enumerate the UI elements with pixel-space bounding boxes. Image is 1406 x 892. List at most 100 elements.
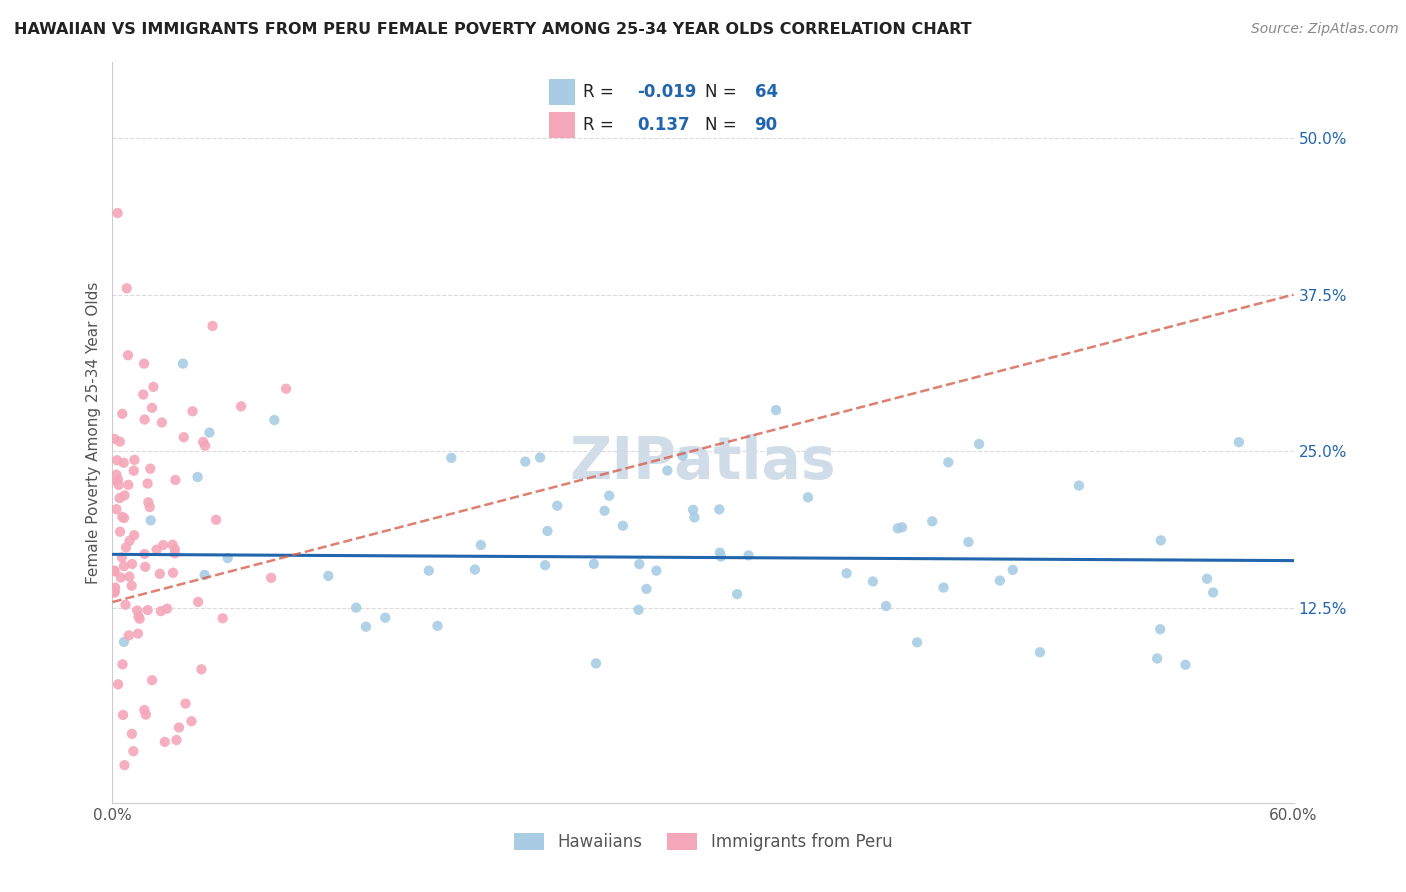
Point	[229, 400, 252, 414]
Bar	[550, 112, 575, 138]
Point	[128, 612, 150, 626]
Point	[190, 662, 212, 676]
Point	[988, 574, 1011, 588]
Point	[470, 538, 492, 552]
Point	[162, 566, 184, 580]
Point	[103, 585, 125, 599]
Point	[194, 439, 217, 453]
Point	[105, 467, 128, 482]
Point	[112, 511, 135, 525]
Point	[957, 535, 980, 549]
Text: 64: 64	[755, 83, 778, 101]
Point	[112, 456, 135, 470]
Point	[115, 541, 138, 555]
Point	[103, 564, 125, 578]
Point	[105, 502, 128, 516]
Point	[111, 407, 134, 421]
Point	[211, 611, 233, 625]
Point	[765, 403, 787, 417]
Bar	[550, 79, 575, 104]
Point	[645, 564, 668, 578]
Point	[121, 557, 143, 571]
Point	[163, 542, 186, 557]
Point	[672, 449, 695, 463]
Point	[108, 491, 131, 505]
Point	[194, 568, 217, 582]
Point	[173, 430, 195, 444]
Point	[546, 499, 568, 513]
Point	[103, 432, 125, 446]
Point	[354, 620, 377, 634]
Point	[156, 601, 179, 615]
Point	[134, 412, 156, 426]
Point	[627, 603, 650, 617]
Point	[612, 518, 634, 533]
Legend: Hawaiians, Immigrants from Peru: Hawaiians, Immigrants from Peru	[508, 826, 898, 857]
Point	[134, 559, 156, 574]
Point	[529, 450, 551, 465]
Point	[104, 474, 127, 488]
Point	[152, 538, 174, 552]
Point	[111, 550, 134, 565]
Point	[167, 721, 190, 735]
Point	[134, 703, 156, 717]
Point	[103, 564, 125, 578]
Point	[142, 380, 165, 394]
Point	[104, 584, 127, 599]
Point	[112, 559, 135, 574]
Point	[862, 574, 884, 589]
Point	[582, 557, 605, 571]
Point	[112, 635, 135, 649]
Point	[737, 549, 759, 563]
Y-axis label: Female Poverty Among 25-34 Year Olds: Female Poverty Among 25-34 Year Olds	[86, 282, 101, 583]
Point	[111, 510, 134, 524]
Point	[122, 528, 145, 542]
Point	[1197, 572, 1219, 586]
Point	[112, 708, 135, 723]
Point	[1001, 563, 1024, 577]
Point	[657, 463, 679, 477]
Point	[905, 635, 928, 649]
Point	[107, 478, 129, 492]
Point	[165, 473, 187, 487]
Point	[127, 603, 149, 617]
Point	[139, 513, 162, 527]
Point	[122, 744, 145, 758]
Point	[593, 504, 616, 518]
Point	[114, 488, 136, 502]
Point	[1150, 533, 1173, 548]
Point	[149, 566, 172, 581]
Point	[709, 546, 731, 560]
Point	[274, 382, 297, 396]
Point	[138, 495, 160, 509]
Point	[132, 357, 155, 371]
Point	[135, 707, 157, 722]
Point	[464, 563, 486, 577]
Point	[891, 520, 914, 534]
Point	[163, 546, 186, 560]
Point	[1202, 585, 1225, 599]
Point	[201, 318, 224, 333]
Point	[426, 619, 449, 633]
Point	[107, 206, 129, 220]
Text: N =: N =	[706, 83, 742, 101]
Point	[440, 450, 463, 465]
Point	[710, 549, 733, 564]
Point	[936, 455, 959, 469]
Point	[121, 727, 143, 741]
Point	[187, 470, 209, 484]
Point	[128, 609, 150, 624]
Point	[683, 510, 706, 524]
Point	[628, 557, 651, 571]
Point	[105, 453, 128, 467]
Point	[932, 581, 955, 595]
Point	[534, 558, 557, 573]
Point	[114, 598, 136, 612]
Point	[145, 542, 167, 557]
Point	[374, 611, 396, 625]
Point	[318, 569, 340, 583]
Point	[118, 628, 141, 642]
Point	[108, 434, 131, 449]
Point	[1067, 478, 1090, 492]
Point	[217, 551, 239, 566]
